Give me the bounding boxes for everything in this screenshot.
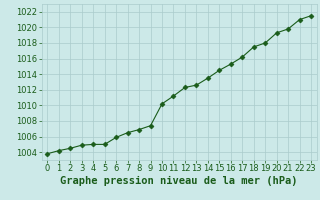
X-axis label: Graphe pression niveau de la mer (hPa): Graphe pression niveau de la mer (hPa) [60,176,298,186]
